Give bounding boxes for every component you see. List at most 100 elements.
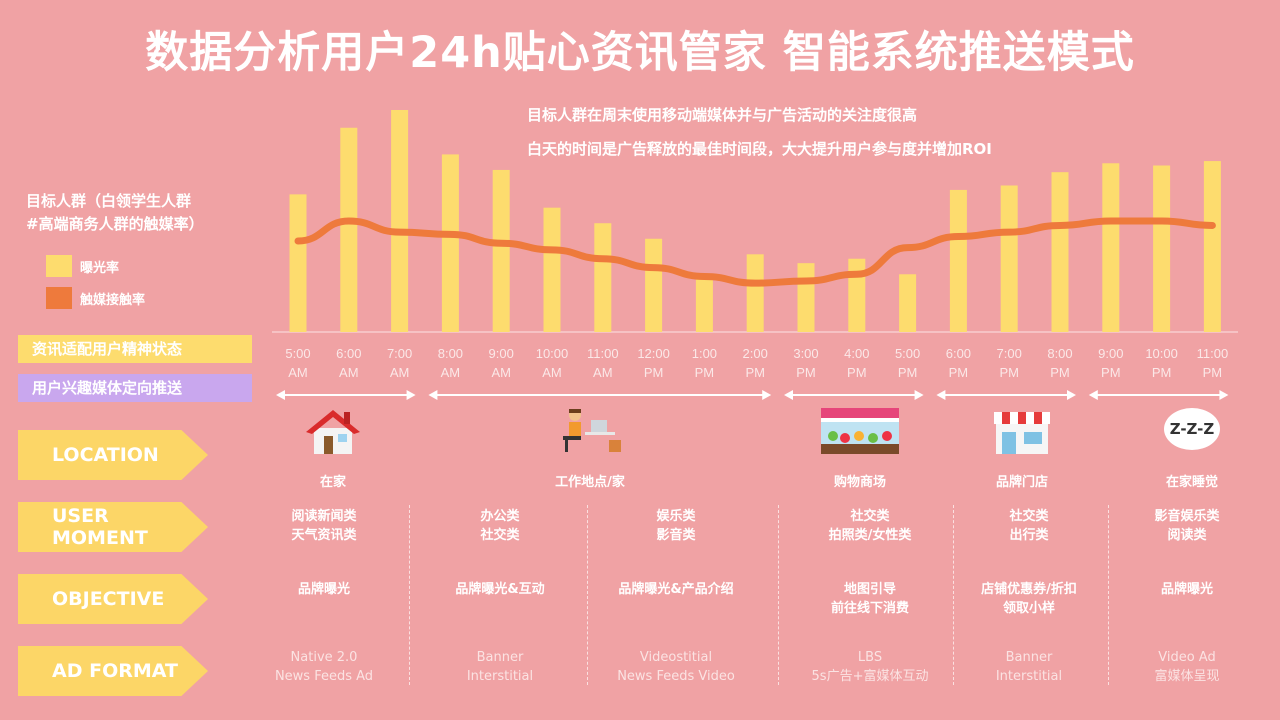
target-audience-line-2: #高端商务人群的触媒率） — [26, 215, 204, 233]
moment-line-2-0: 娱乐类 — [656, 509, 696, 524]
moment-line-4-0: 社交类 — [1009, 509, 1049, 524]
objective-line-2-0: 品牌曝光&产品介绍 — [618, 582, 734, 597]
x-tick-label-time-13: 6:00 — [946, 346, 971, 361]
x-tick-label-ampm-5: AM — [542, 365, 562, 380]
row-label-objective: OBJECTIVE — [18, 574, 208, 624]
storefront-icon — [992, 406, 1052, 460]
bar-8 — [695, 278, 713, 332]
bar-17 — [1153, 165, 1171, 332]
row-label-ad-format: AD FORMAT — [18, 646, 208, 696]
legend-swatch-contact — [46, 287, 72, 309]
format-line-5-0: Video Ad — [1158, 650, 1216, 665]
legend-label-exposure: 曝光率 — [80, 260, 120, 276]
objective-cell-4: 店铺优惠券/折扣 领取小样 — [949, 580, 1109, 618]
x-tick-label-time-16: 9:00 — [1098, 346, 1123, 361]
objective-line-0-0: 品牌曝光 — [297, 582, 350, 597]
x-tick-label-ampm-1: AM — [339, 365, 359, 380]
x-tick-label-ampm-13: PM — [949, 365, 969, 380]
location-label-2: 购物商场 — [833, 475, 886, 490]
format-cell-1: Banner Interstitial — [420, 648, 580, 686]
bar-15 — [1051, 172, 1069, 332]
x-tick-label-ampm-7: PM — [644, 365, 664, 380]
moment-line-0-1: 天气资讯类 — [291, 528, 357, 543]
house-icon — [302, 406, 364, 460]
time-span-arrow-left-head-0 — [276, 390, 285, 400]
x-tick-label-ampm-12: PM — [898, 365, 918, 380]
x-tick-label-time-8: 1:00 — [692, 346, 717, 361]
objective-line-4-1: 领取小样 — [1002, 601, 1055, 616]
time-span-arrow-right-head-0 — [406, 390, 416, 400]
format-cell-5: Video Ad 富媒体呈现 — [1107, 648, 1267, 686]
x-tick-label-ampm-6: AM — [593, 365, 613, 380]
location-label-4: 在家睡觉 — [1165, 475, 1218, 490]
bar-3 — [441, 154, 459, 332]
page-title: 数据分析用户24h贴心资讯管家 智能系统推送模式 — [145, 28, 1135, 78]
legend-item-contact: 触媒接触率 — [46, 287, 145, 309]
format-line-3-1: 5s广告+富媒体互动 — [811, 669, 929, 684]
bar-10 — [797, 263, 815, 332]
legend-label-contact: 触媒接触率 — [80, 292, 146, 308]
moment-cell-1: 办公类 社交类 — [420, 507, 580, 545]
format-line-1-1: Interstitial — [466, 669, 534, 684]
x-tick-label-ampm-8: PM — [695, 365, 715, 380]
x-tick-label-ampm-18: PM — [1203, 365, 1223, 380]
format-line-0-1: News Feeds Ad — [274, 669, 374, 684]
office-worker-icon — [555, 406, 625, 460]
tag-interest-push: 用户兴趣媒体定向推送 — [18, 374, 252, 402]
tag-user-state: 资讯适配用户精神状态 — [18, 335, 252, 363]
x-tick-label-time-10: 3:00 — [793, 346, 818, 361]
x-tick-label-ampm-11: PM — [847, 365, 867, 380]
sleep-zzz-icon: Z-Z-Z — [1164, 408, 1220, 450]
format-line-0-0: Native 2.0 — [290, 650, 358, 665]
x-tick-label-ampm-17: PM — [1152, 365, 1172, 380]
objective-cell-1: 品牌曝光&互动 — [420, 580, 580, 599]
moment-line-1-1: 社交类 — [480, 528, 520, 543]
moment-line-0-0: 阅读新闻类 — [291, 509, 357, 524]
x-tick-label-time-17: 10:00 — [1145, 346, 1178, 361]
x-tick-label-ampm-4: AM — [491, 365, 511, 380]
x-tick-label-time-18: 11:00 — [1197, 346, 1229, 361]
row-label-location: LOCATION — [18, 430, 208, 480]
format-cell-4: Banner Interstitial — [949, 648, 1109, 686]
format-line-3-0: LBS — [857, 650, 883, 665]
contact-rate-line — [294, 217, 1216, 287]
column-divider-4 — [1108, 505, 1109, 685]
bar-7 — [645, 238, 663, 332]
objective-line-4-0: 店铺优惠券/折扣 — [981, 582, 1077, 597]
x-tick-label-time-15: 8:00 — [1047, 346, 1072, 361]
x-tick-label-time-6: 11:00 — [587, 346, 619, 361]
x-tick-label-ampm-0: AM — [288, 365, 308, 380]
column-divider-2 — [778, 505, 779, 685]
bar-13 — [949, 189, 967, 332]
x-tick-label-ampm-14: PM — [999, 365, 1019, 380]
row-label-user-moment: USER MOMENT — [18, 502, 208, 552]
bar-14 — [1000, 185, 1018, 332]
moment-line-3-0: 社交类 — [850, 509, 890, 524]
bar-5 — [543, 207, 561, 332]
objective-line-1-0: 品牌曝光&互动 — [455, 582, 545, 597]
format-line-2-1: News Feeds Video — [617, 669, 735, 684]
moment-cell-3: 社交类 拍照类/女性类 — [790, 507, 950, 545]
moment-line-1-0: 办公类 — [480, 509, 520, 524]
bar-4 — [492, 169, 510, 332]
moment-cell-2: 娱乐类 影音类 — [596, 507, 756, 545]
format-cell-3: LBS 5s广告+富媒体互动 — [790, 648, 950, 686]
time-span-arrow-left-head-1 — [428, 390, 438, 400]
bar-9 — [746, 254, 764, 332]
bar-11 — [848, 258, 866, 332]
x-tick-label-time-3: 8:00 — [438, 346, 463, 361]
moment-cell-0: 阅读新闻类天气资讯类 — [244, 507, 404, 545]
x-tick-label-ampm-10: PM — [796, 365, 816, 380]
column-divider-1 — [587, 505, 588, 685]
bar-2 — [391, 110, 409, 332]
x-tick-label-ampm-3: AM — [441, 365, 461, 380]
legend-item-exposure: 曝光率 — [46, 255, 119, 277]
objective-line-3-0: 地图引导 — [843, 582, 896, 597]
x-tick-label-time-12: 5:00 — [895, 346, 920, 361]
target-audience-line-1: 目标人群（白领学生人群 — [26, 192, 192, 210]
location-label-0: 在家 — [319, 475, 346, 490]
time-span-arrow-left-head-4 — [1088, 390, 1098, 400]
time-span-arrow-left-head-2 — [784, 390, 793, 400]
time-span-arrow-right-head-2 — [914, 390, 924, 400]
